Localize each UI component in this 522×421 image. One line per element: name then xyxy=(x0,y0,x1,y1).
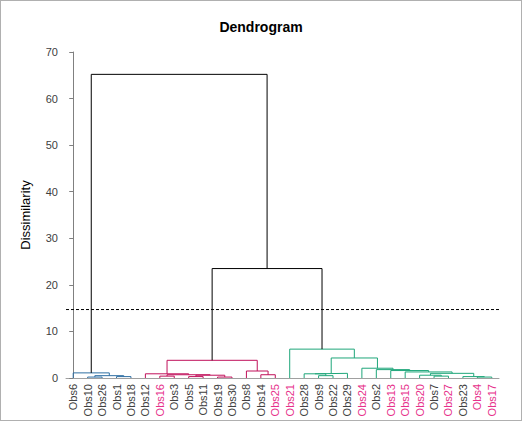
svg-text:Obs29: Obs29 xyxy=(341,384,353,416)
svg-text:Obs28: Obs28 xyxy=(298,384,310,416)
svg-text:Obs4: Obs4 xyxy=(471,384,483,410)
svg-text:Obs2: Obs2 xyxy=(370,384,382,410)
svg-text:Obs15: Obs15 xyxy=(399,384,411,416)
svg-text:Obs20: Obs20 xyxy=(414,384,426,416)
svg-text:Dendrogram: Dendrogram xyxy=(219,19,302,35)
svg-text:Obs23: Obs23 xyxy=(457,384,469,416)
svg-text:Obs17: Obs17 xyxy=(486,384,498,416)
svg-text:40: 40 xyxy=(46,186,58,198)
svg-text:Obs6: Obs6 xyxy=(67,384,79,410)
svg-text:20: 20 xyxy=(46,279,58,291)
svg-text:Obs25: Obs25 xyxy=(269,384,281,416)
svg-text:Obs13: Obs13 xyxy=(385,384,397,416)
svg-text:Obs27: Obs27 xyxy=(442,384,454,416)
svg-text:30: 30 xyxy=(46,232,58,244)
svg-text:Obs22: Obs22 xyxy=(327,384,339,416)
svg-text:Obs11: Obs11 xyxy=(197,384,209,416)
svg-text:Obs10: Obs10 xyxy=(82,384,94,416)
svg-text:Obs5: Obs5 xyxy=(183,384,195,410)
svg-text:Obs1: Obs1 xyxy=(111,384,123,410)
svg-text:Obs16: Obs16 xyxy=(154,384,166,416)
svg-text:60: 60 xyxy=(46,93,58,105)
svg-text:50: 50 xyxy=(46,139,58,151)
svg-text:Obs21: Obs21 xyxy=(284,384,296,416)
svg-text:Obs9: Obs9 xyxy=(313,384,325,410)
svg-text:Obs12: Obs12 xyxy=(139,384,151,416)
svg-text:Obs18: Obs18 xyxy=(125,384,137,416)
svg-text:Dissimilarity: Dissimilarity xyxy=(18,180,33,250)
svg-text:0: 0 xyxy=(52,372,58,384)
svg-text:Obs19: Obs19 xyxy=(212,384,224,416)
svg-text:Obs3: Obs3 xyxy=(168,384,180,410)
svg-text:70: 70 xyxy=(46,46,58,58)
svg-text:Obs26: Obs26 xyxy=(96,384,108,416)
svg-text:Obs30: Obs30 xyxy=(226,384,238,416)
svg-text:Obs7: Obs7 xyxy=(428,384,440,410)
svg-text:Obs24: Obs24 xyxy=(356,384,368,416)
svg-text:Obs8: Obs8 xyxy=(240,384,252,410)
svg-text:10: 10 xyxy=(46,325,58,337)
svg-text:Obs14: Obs14 xyxy=(255,384,267,416)
